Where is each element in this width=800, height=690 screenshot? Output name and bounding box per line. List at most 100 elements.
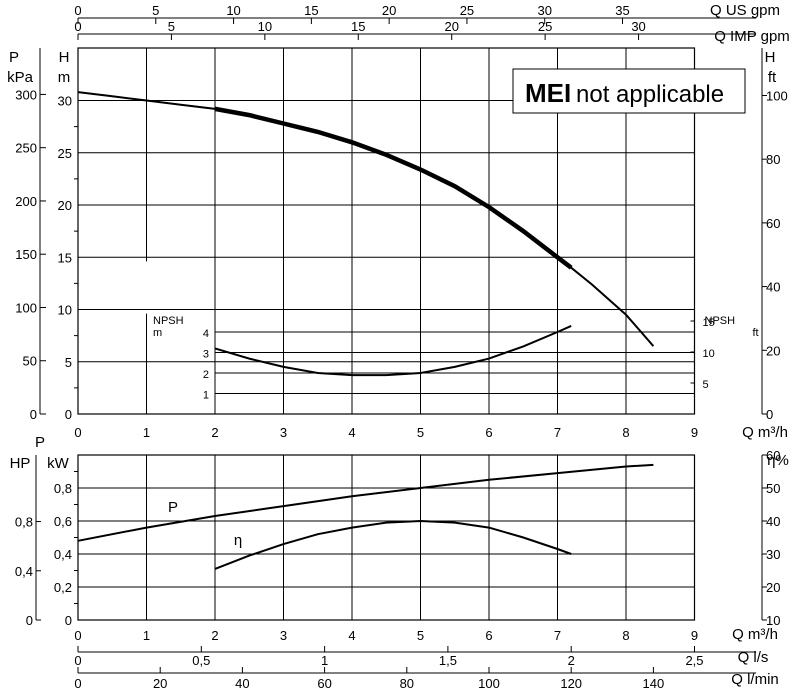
q-tick: 8 xyxy=(622,628,629,643)
eff-tick-label: 10 xyxy=(766,613,780,628)
kw-tick: 0,4 xyxy=(54,547,72,562)
ls-tick-label: 2 xyxy=(568,653,575,668)
head-m-axis-unit: m xyxy=(58,69,71,86)
hp-tick-label: 0,8 xyxy=(15,515,33,530)
q-tick: 0 xyxy=(74,628,81,643)
ft-tick-label: 20 xyxy=(766,343,780,358)
lmin-tick-label: 140 xyxy=(643,676,665,690)
kpa-tick-label: 250 xyxy=(15,141,37,156)
npsh-ft-tick-label: 5 xyxy=(703,379,709,391)
us-gpm-label: Q US gpm xyxy=(710,2,780,19)
us-gpm-tick-label: 5 xyxy=(152,3,159,18)
us-gpm-tick-label: 0 xyxy=(74,3,81,18)
ft-tick-label: 80 xyxy=(766,152,780,167)
head-curve xyxy=(77,91,655,347)
hp-tick-label: 0,4 xyxy=(15,564,33,579)
power-curve xyxy=(77,463,654,542)
imp-gpm-tick-label: 0 xyxy=(74,19,81,34)
head-m-tick: 5 xyxy=(65,355,72,370)
hp-tick-label: 0 xyxy=(26,613,33,628)
eff-tick-label: 40 xyxy=(766,514,780,529)
imp-gpm-tick-label: 5 xyxy=(168,19,175,34)
us-gpm-tick-label: 15 xyxy=(304,3,318,18)
ls-tick-label: 0,5 xyxy=(192,653,210,668)
q-tick: 1 xyxy=(143,425,150,440)
us-gpm-tick-label: 25 xyxy=(460,3,474,18)
npsh-m-unit: m xyxy=(153,327,162,339)
lmin-label: Q l/min xyxy=(731,671,779,688)
kw-tick: 0,8 xyxy=(54,481,72,496)
ft-axis-unit: ft xyxy=(768,69,777,86)
efficiency-curve xyxy=(214,519,572,570)
q-tick: 6 xyxy=(485,425,492,440)
q-tick: 0 xyxy=(74,425,81,440)
ft-tick-label: 40 xyxy=(766,280,780,295)
us-gpm-tick-label: 30 xyxy=(537,3,551,18)
kw-tick: 0 xyxy=(65,613,72,628)
ls-tick-label: 0 xyxy=(74,653,81,668)
us-gpm-tick-label: 20 xyxy=(382,3,396,18)
ft-tick-label: 60 xyxy=(766,216,780,231)
q-tick: 1 xyxy=(143,628,150,643)
eff-tick-label: 30 xyxy=(766,547,780,562)
npsh-m-tick: 1 xyxy=(203,390,209,402)
lmin-tick-label: 60 xyxy=(317,676,331,690)
npsh-ft-label: NPSH xyxy=(705,315,736,327)
head-m-axis-label: H xyxy=(59,49,70,66)
q-tick: 8 xyxy=(622,425,629,440)
q-tick: 7 xyxy=(554,425,561,440)
mei-badge: MEI not applicable xyxy=(512,68,746,114)
kw-axis-label: P xyxy=(35,434,45,451)
ft-axis-label: H xyxy=(765,49,776,66)
eff-tick-label: 60 xyxy=(766,448,780,463)
ft-tick-label: 0 xyxy=(766,407,773,422)
axis-labels: 1234NPSHm51015NPSHft051015202530Hm050100… xyxy=(7,2,790,690)
imp-gpm-tick-label: 25 xyxy=(538,19,552,34)
kpa-tick-label: 100 xyxy=(15,300,37,315)
eff-axis-label: η% xyxy=(767,452,789,469)
lmin-tick-label: 80 xyxy=(400,676,414,690)
ls-tick-label: 1,5 xyxy=(439,653,457,668)
lmin-tick-label: 0 xyxy=(74,676,81,690)
npsh-m-label: NPSH xyxy=(153,315,184,327)
q-tick: 5 xyxy=(417,425,424,440)
eff-tick-label: 50 xyxy=(766,481,780,496)
npsh-m-tick: 3 xyxy=(203,349,209,361)
mei-text-label: not applicable xyxy=(576,81,724,108)
q-tick: 4 xyxy=(348,425,355,440)
q-tick: 7 xyxy=(554,628,561,643)
curves xyxy=(77,91,655,570)
q-tick: 9 xyxy=(691,628,698,643)
head-chart-grid xyxy=(39,17,767,415)
kw-tick: 0,2 xyxy=(54,580,72,595)
imp-gpm-tick-label: 30 xyxy=(631,19,645,34)
head-m-tick: 10 xyxy=(58,303,72,318)
kw-tick: 0,6 xyxy=(54,514,72,529)
q-tick: 9 xyxy=(691,425,698,440)
q-tick: 2 xyxy=(211,628,218,643)
q-tick: 2 xyxy=(211,425,218,440)
imp-gpm-tick-label: 20 xyxy=(444,19,458,34)
ls-label: Q l/s xyxy=(738,649,769,666)
us-gpm-tick-label: 10 xyxy=(226,3,240,18)
head-m-tick: 25 xyxy=(58,146,72,161)
ls-tick-label: 2,5 xyxy=(685,653,703,668)
head-curve-duty-range xyxy=(214,106,573,270)
q-tick: 6 xyxy=(485,628,492,643)
eff-tick-label: 20 xyxy=(766,580,780,595)
kpa-tick-label: 0 xyxy=(30,407,37,422)
npsh-m-tick: 2 xyxy=(203,369,209,381)
npsh-m-tick: 4 xyxy=(203,328,209,340)
mei-bold-label: MEI xyxy=(525,78,571,108)
power-chart-grid xyxy=(35,454,767,674)
kpa-tick-label: 200 xyxy=(15,194,37,209)
q-tick: 3 xyxy=(280,425,287,440)
ls-tick-label: 1 xyxy=(321,653,328,668)
npsh-curve xyxy=(214,324,572,377)
imp-gpm-tick-label: 15 xyxy=(351,19,365,34)
q-axis-label: Q m³/h xyxy=(742,424,788,441)
kpa-axis-label: P xyxy=(9,49,19,66)
lmin-tick-label: 100 xyxy=(478,676,500,690)
head-m-tick: 15 xyxy=(58,250,72,265)
